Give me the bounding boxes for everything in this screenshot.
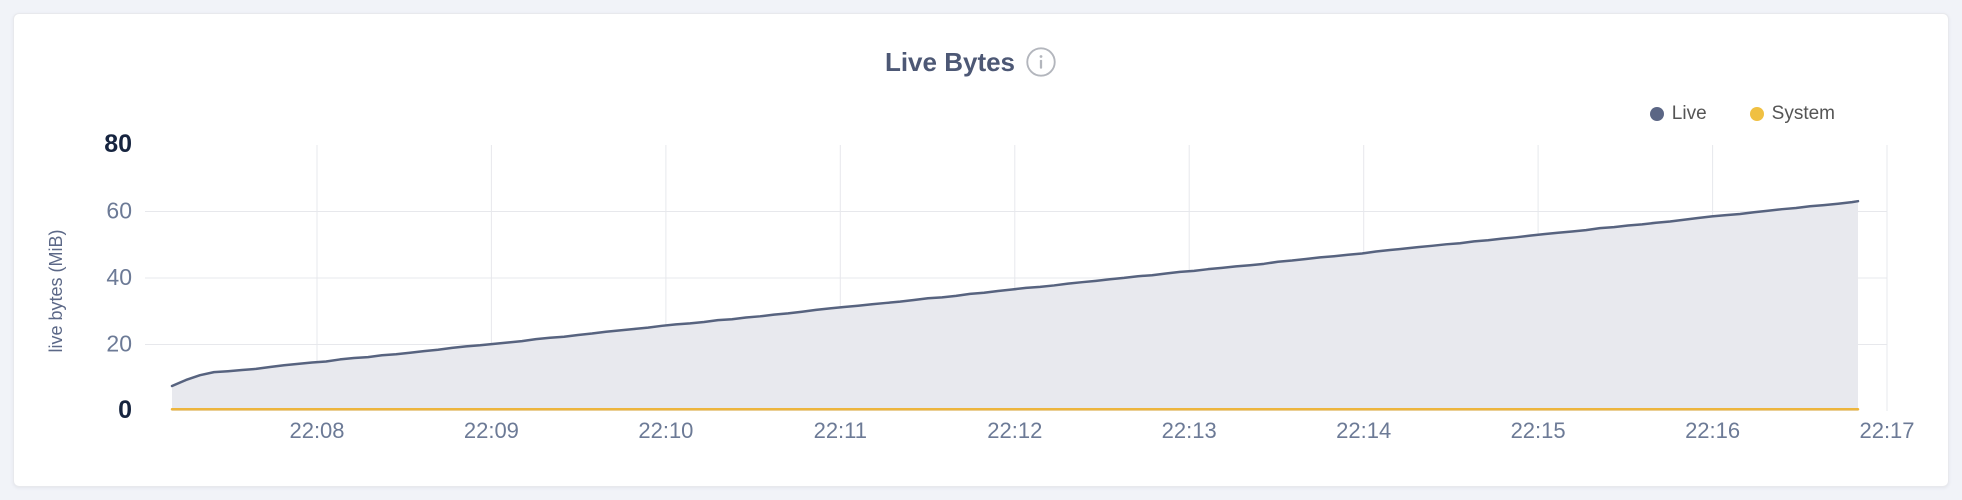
svg-text:22:09: 22:09 [464,418,519,443]
svg-text:60: 60 [106,198,132,224]
svg-text:22:13: 22:13 [1162,418,1217,443]
svg-text:22:14: 22:14 [1336,418,1391,443]
svg-text:40: 40 [106,264,132,290]
svg-text:22:15: 22:15 [1511,418,1566,443]
svg-text:22:10: 22:10 [638,418,693,443]
svg-text:22:11: 22:11 [814,418,867,443]
svg-text:22:08: 22:08 [289,418,344,443]
svg-text:live bytes (MiB): live bytes (MiB) [46,229,66,352]
svg-text:22:17: 22:17 [1859,418,1914,443]
svg-text:0: 0 [118,396,132,424]
svg-text:22:16: 22:16 [1685,418,1740,443]
svg-text:80: 80 [104,130,132,158]
svg-text:20: 20 [106,331,132,357]
svg-text:22:12: 22:12 [987,418,1042,443]
